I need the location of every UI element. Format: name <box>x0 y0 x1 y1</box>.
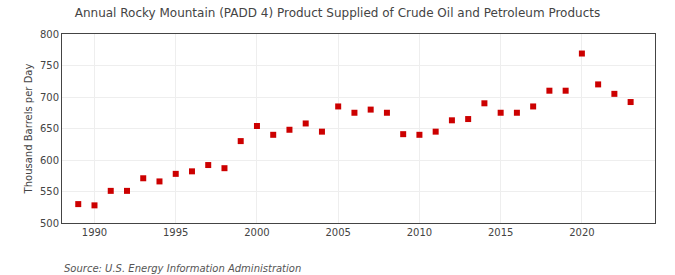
svg-text:500: 500 <box>40 218 59 229</box>
svg-text:2010: 2010 <box>407 227 432 238</box>
svg-text:800: 800 <box>40 29 59 40</box>
svg-text:Annual Rocky Mountain (PADD 4): Annual Rocky Mountain (PADD 4) Product S… <box>75 6 601 20</box>
svg-text:2005: 2005 <box>325 227 350 238</box>
svg-text:Thousand Barrels per Day: Thousand Barrels per Day <box>23 64 34 195</box>
svg-text:650: 650 <box>40 123 59 134</box>
svg-text:1995: 1995 <box>163 227 188 238</box>
svg-text:2015: 2015 <box>488 227 513 238</box>
svg-text:2020: 2020 <box>569 227 594 238</box>
svg-text:1990: 1990 <box>82 227 107 238</box>
svg-text:700: 700 <box>40 92 59 103</box>
svg-text:Source: U.S. Energy Informatio: Source: U.S. Energy Information Administ… <box>64 263 301 274</box>
svg-text:600: 600 <box>40 155 59 166</box>
svg-text:550: 550 <box>40 186 59 197</box>
svg-text:2000: 2000 <box>244 227 269 238</box>
svg-text:750: 750 <box>40 60 59 71</box>
